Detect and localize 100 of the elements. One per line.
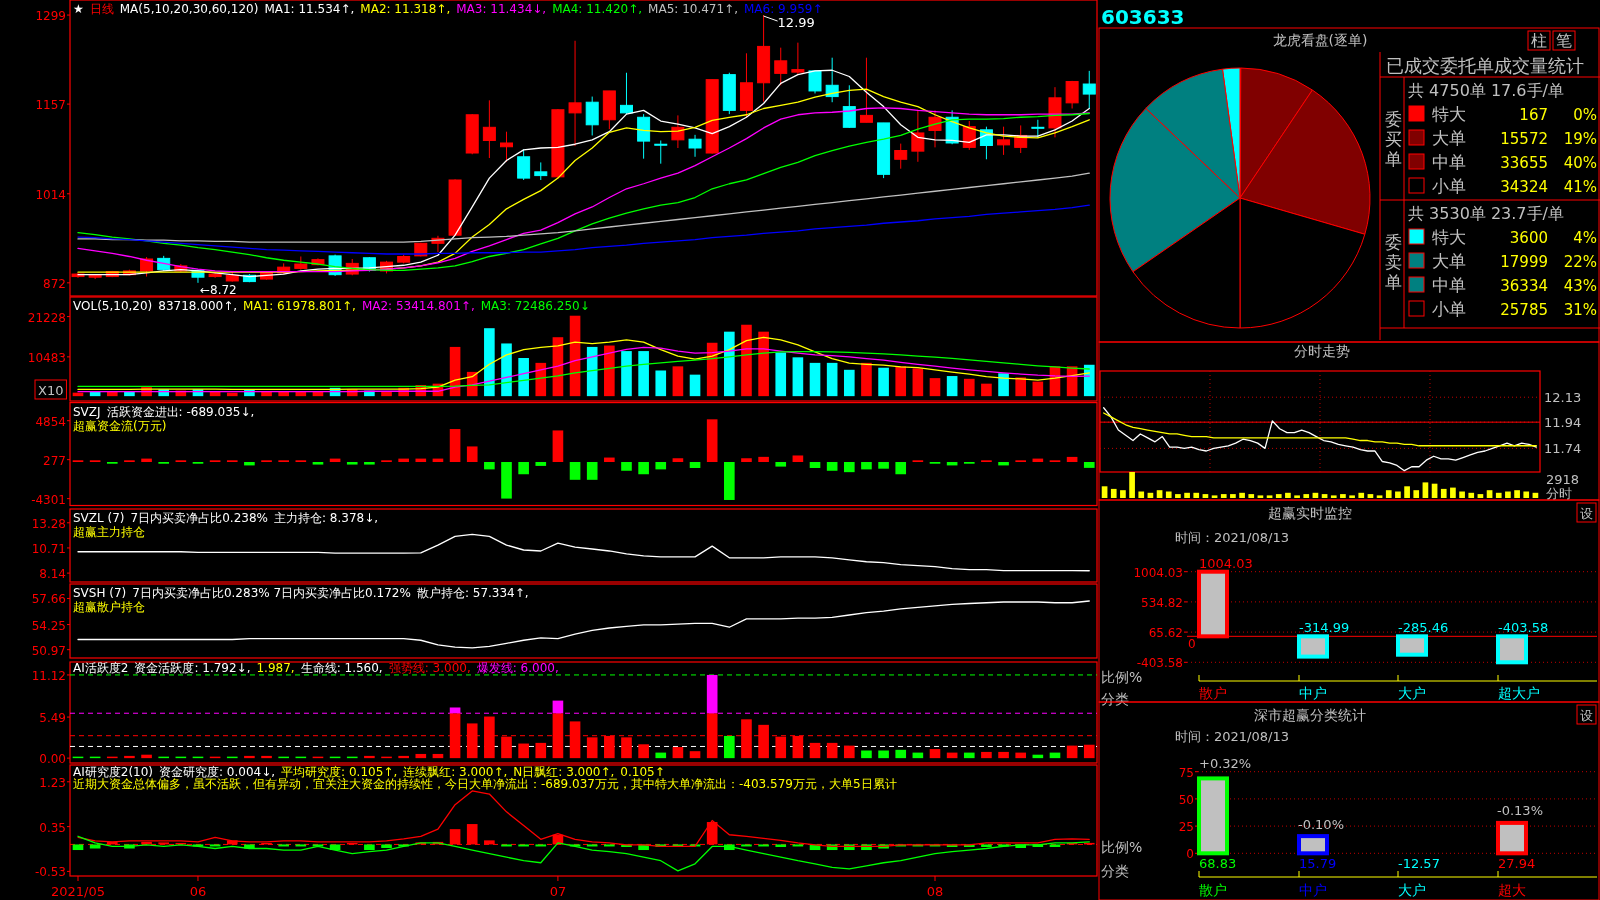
- y-tick-label: 1157: [35, 98, 66, 113]
- text: 设: [1580, 708, 1593, 723]
- text: 43%: [1563, 277, 1597, 295]
- chart-title: SVZL (7): [73, 511, 125, 525]
- y-tick-label: 1.23: [39, 775, 66, 790]
- y-tick-label: 11.74: [1544, 441, 1582, 457]
- text: -12.57: [1398, 856, 1440, 871]
- text: 近期大资金总体偏多，虽不活跃，但有异动，宜关注大资金的持续性，今日大单净流出：-689.037万元，其中特大单净流出：-403.579万元，大单5日累计: [73, 777, 897, 791]
- text: 笔: [1556, 31, 1572, 50]
- text: 柱: [1531, 31, 1547, 50]
- data-label: 3600: [1509, 229, 1548, 247]
- y-tick-label: 25: [1178, 820, 1194, 835]
- y-tick-label: 11.12: [31, 668, 66, 683]
- y-tick-label: -0.53: [34, 865, 66, 880]
- chart-title: 超赢实时监控: [1268, 505, 1352, 521]
- text: +0.32%: [1199, 756, 1252, 771]
- text: 2918: [1546, 472, 1580, 487]
- y-tick-label: 1004.03: [1133, 565, 1183, 580]
- vertical-label: 委买单: [1384, 109, 1402, 169]
- legend-label: 大单: [1432, 128, 1466, 148]
- data-label: 1004.03: [1199, 555, 1253, 571]
- text: X10: [38, 383, 64, 398]
- annotation: 1.987,: [256, 661, 295, 675]
- legend-label: 中单: [1432, 152, 1466, 172]
- text: 共 3530单 23.7手/单: [1408, 204, 1564, 223]
- legend-title: 7日内买卖净占比0.283% 7日内买卖净占比0.172%: [132, 586, 411, 600]
- x-axis-title: 分类: [1101, 863, 1129, 879]
- y-tick-label: 872: [43, 276, 66, 291]
- x-tick-label: 散户: [1199, 685, 1227, 701]
- y-tick-label: 50.97: [31, 643, 66, 658]
- text: MA4: 11.420↑,: [552, 2, 643, 16]
- text: 603633: [1101, 5, 1185, 29]
- text: 时间：2021/08/13: [1175, 530, 1289, 545]
- text: 40%: [1563, 154, 1597, 172]
- annotation: N日飘红: 3.000↑,: [513, 765, 615, 779]
- data-label: -403.58: [1498, 620, 1549, 636]
- legend-title: 7日内买卖净占比0.238%: [130, 511, 268, 525]
- chart-title: AI研究度2(10): [73, 765, 154, 779]
- x-tick-label: 超大户: [1498, 685, 1540, 701]
- chart-title: SVSH (7): [73, 586, 127, 600]
- y-tick-label: 0.00: [39, 752, 66, 767]
- y-tick-label: 534.82: [1141, 595, 1183, 610]
- text: 时间：2021/08/13: [1175, 729, 1289, 744]
- y-tick-label: 1014: [35, 187, 66, 202]
- chart-title: VOL(5,10,20): [73, 299, 153, 313]
- legend-title: 资金活跃度: 1.792↓,: [134, 661, 251, 675]
- x-tick-label: 中户: [1299, 882, 1327, 898]
- x-tick-label: 中户: [1299, 685, 1327, 701]
- chart-title: 龙虎看盘(逐单): [1272, 32, 1368, 48]
- annotation: 平均研究度: 0.105↑,: [281, 765, 398, 779]
- x-tick-label: 大户: [1398, 685, 1426, 701]
- text: MA5: 10.471↑,: [648, 2, 738, 16]
- annotation: 12.99: [777, 15, 815, 31]
- y-tick-label: 8.14: [39, 567, 66, 582]
- text: 分时: [1546, 486, 1572, 501]
- text: 超赢散户持仓: [73, 600, 145, 614]
- legend-label: 大单: [1432, 251, 1466, 271]
- legend-title: 83718.000↑,: [158, 299, 238, 313]
- y-tick-label: 1299: [35, 9, 66, 24]
- ref-line-label: 爆发线: 6.000,: [476, 661, 559, 675]
- text: 超赢主力持仓: [73, 525, 145, 539]
- x-tick-label: 超大: [1498, 882, 1526, 898]
- chart-title: ★: [73, 2, 84, 16]
- text: MA3: 72486.250↓: [480, 299, 590, 313]
- text: MA6: 9.959↑: [744, 2, 823, 16]
- text: 22%: [1563, 253, 1597, 271]
- annotation: 0.105↑: [620, 765, 665, 779]
- y-tick-label: 75: [1178, 765, 1194, 780]
- data-label: -285.46: [1398, 620, 1449, 636]
- text: 共 4750单 17.6手/单: [1408, 81, 1564, 100]
- legend-label: 特大: [1432, 104, 1466, 124]
- text: 主力持仓: 8.378↓,: [273, 511, 379, 525]
- chart-title: SVZJ: [73, 404, 101, 419]
- chart-title: 分时走势: [1294, 343, 1350, 359]
- y-tick-label: 5.49: [39, 711, 66, 726]
- x-tick-label: 大户: [1398, 882, 1426, 898]
- y-tick-label: 13.28: [31, 516, 66, 531]
- legend-title: 活跃资金进出: -689.035↓,: [106, 404, 255, 419]
- y-tick-label: 10483: [27, 350, 66, 365]
- y-tick-label: 12.13: [1544, 390, 1582, 406]
- x-tick-label: 08: [926, 884, 944, 899]
- y-tick-label: -403.58: [1136, 656, 1183, 671]
- annotation: -0.10%: [1298, 817, 1344, 832]
- chart-title: 深市超赢分类统计: [1254, 707, 1366, 723]
- data-label: 68.83: [1199, 856, 1237, 871]
- ref-line-label: 生命线: 1.560,: [300, 661, 383, 675]
- ref-line-label: 强势线: 3.000,: [388, 661, 471, 675]
- legend-label: 特大: [1432, 227, 1466, 247]
- chart-title: AI活跃度2: [73, 661, 129, 675]
- chart-subtitle: 已成交委托单成交量统计: [1386, 55, 1584, 76]
- x-tick-label: 06: [189, 884, 207, 899]
- data-label: 33655: [1500, 154, 1548, 172]
- y-tick-label: 11.94: [1544, 415, 1582, 431]
- data-label: 167: [1519, 106, 1548, 124]
- data-label: 25785: [1500, 301, 1548, 319]
- data-label: 36334: [1500, 277, 1548, 295]
- text: 4%: [1573, 229, 1597, 247]
- data-label: -314.99: [1299, 620, 1350, 636]
- y-tick-label: 277: [43, 453, 66, 468]
- legend-label: 小单: [1432, 299, 1466, 319]
